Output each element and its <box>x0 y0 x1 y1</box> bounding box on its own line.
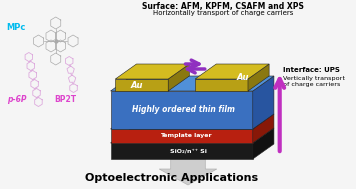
Polygon shape <box>110 128 274 143</box>
Polygon shape <box>253 128 274 159</box>
Polygon shape <box>110 76 274 91</box>
Polygon shape <box>159 159 217 185</box>
Polygon shape <box>110 143 253 159</box>
Polygon shape <box>248 64 269 91</box>
Text: MPc: MPc <box>7 22 26 32</box>
Text: Vertically transport
of charge carriers: Vertically transport of charge carriers <box>283 76 345 87</box>
Polygon shape <box>253 114 274 143</box>
Text: Highly ordered thin film: Highly ordered thin film <box>132 105 235 115</box>
Text: Optoelectronic Applications: Optoelectronic Applications <box>84 173 258 183</box>
Text: p-6P: p-6P <box>7 94 26 104</box>
Polygon shape <box>195 79 248 91</box>
Polygon shape <box>168 64 189 91</box>
Polygon shape <box>110 114 274 129</box>
Polygon shape <box>253 76 274 129</box>
Polygon shape <box>115 79 168 91</box>
Polygon shape <box>110 129 253 143</box>
Text: Interface: UPS: Interface: UPS <box>283 67 340 73</box>
Text: Surface: AFM, KPFM, CSAFM and XPS: Surface: AFM, KPFM, CSAFM and XPS <box>142 2 304 11</box>
Polygon shape <box>195 64 269 79</box>
Polygon shape <box>110 91 253 129</box>
Text: Horizontally transport of charge carriers: Horizontally transport of charge carrier… <box>153 10 293 16</box>
Text: BP2T: BP2T <box>54 94 77 104</box>
Text: Au: Au <box>236 73 249 82</box>
Text: Template layer: Template layer <box>160 133 212 139</box>
Text: SiO₂/n⁺⁺ Si: SiO₂/n⁺⁺ Si <box>169 149 206 153</box>
Text: Au: Au <box>130 81 143 90</box>
Polygon shape <box>115 64 189 79</box>
